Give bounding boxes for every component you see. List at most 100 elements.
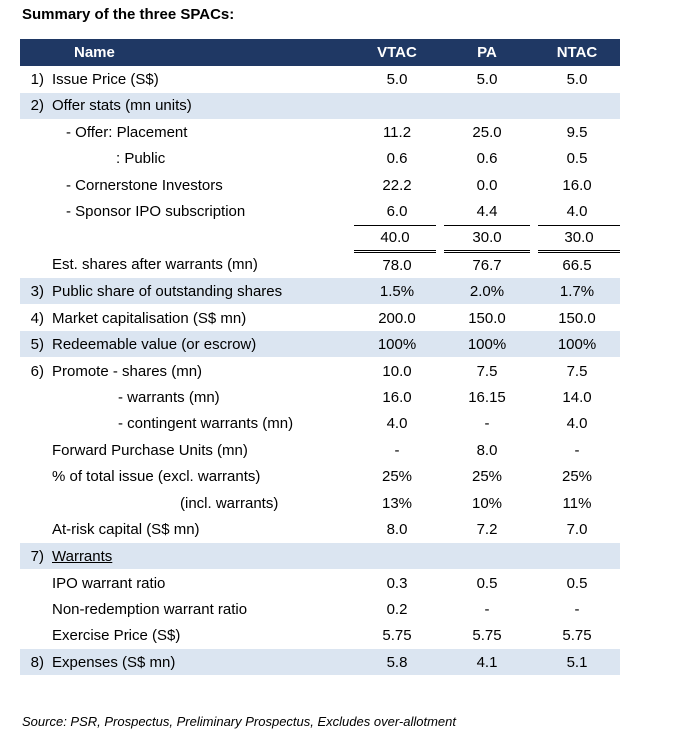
table-row: (incl. warrants) 13% 10% 11% <box>20 490 620 517</box>
row-label: Public share of outstanding shares <box>48 278 354 305</box>
cell-pa: - <box>484 415 490 433</box>
row-label: Promote - shares (mn) <box>52 362 203 380</box>
table-row: 4) Market capitalisation (S$ mn) 200.0 150.… <box>20 305 620 332</box>
row-number <box>20 517 48 544</box>
cell-ntac: 5.75 <box>562 627 592 645</box>
cell-pa: 25.0 <box>472 124 502 141</box>
row-number <box>20 225 48 252</box>
row-number <box>20 437 48 464</box>
row-number <box>20 464 48 491</box>
cell-ntac: 0.5 <box>566 574 588 592</box>
cell-pa: 0.0 <box>476 176 498 194</box>
cell-ntac: 5.0 <box>566 70 588 88</box>
page-title: Summary of the three SPACs: <box>22 6 235 23</box>
cell-vtac: 78.0 <box>382 257 412 274</box>
table-row: - Cornerstone Investors 22.2 0.0 16.0 <box>20 172 620 199</box>
table-row: Non-redemption warrant ratio 0.2 - - <box>20 596 620 623</box>
cell-ntac: 5.1 <box>534 649 620 676</box>
row-label: (incl. warrants) <box>180 494 279 512</box>
row-number <box>20 199 48 226</box>
table-row: 3) Public share of outstanding shares 1.5%… <box>20 278 620 305</box>
row-label: Offer stats (mn units) <box>48 92 354 120</box>
row-label: Est. shares after warrants (mn) <box>52 256 258 274</box>
row-number: 8) <box>20 649 48 676</box>
cell-vtac: 0.3 <box>386 574 408 592</box>
cell-ntac: 9.5 <box>566 124 588 141</box>
cell-pa: 150.0 <box>468 309 506 327</box>
cell-pa: 16.15 <box>468 388 506 406</box>
table-row: - Sponsor IPO subscription 6.0 4.4 4.0 <box>20 199 620 226</box>
cell-ntac: 4.0 <box>566 415 588 433</box>
row-label: - Sponsor IPO subscription <box>66 203 246 221</box>
cell-ntac: 150.0 <box>558 309 596 327</box>
row-number <box>20 490 48 517</box>
row-label: Forward Purchase Units (mn) <box>52 441 248 459</box>
table-row: 5) Redeemable value (or escrow) 100% 100% 10… <box>20 331 620 358</box>
table-row: 7) Warrants <box>20 543 620 570</box>
row-label: : Public <box>116 150 166 168</box>
cell-pa: 8.0 <box>476 441 498 459</box>
table-row: Exercise Price (S$) 5.75 5.75 5.75 <box>20 623 620 650</box>
spac-summary-table: Name VTAC PA NTAC 1) Issue Price (S$) 5.0 5… <box>20 39 620 676</box>
row-number <box>20 623 48 650</box>
row-number <box>20 146 48 173</box>
table-row: 2) Offer stats (mn units) <box>20 92 620 120</box>
table-header-row: Name VTAC PA NTAC <box>20 39 620 66</box>
row-number <box>20 172 48 199</box>
cell-ntac: 14.0 <box>562 388 592 406</box>
cell-pa: 10% <box>471 494 503 512</box>
table-row: 40.0 30.0 30.0 <box>20 224 620 253</box>
cell-ntac <box>534 92 620 120</box>
row-number <box>20 119 48 146</box>
cell-pa: 5.75 <box>472 627 502 645</box>
row-number <box>20 384 48 411</box>
cell-vtac: 100% <box>354 331 440 358</box>
row-label: At-risk capital (S$ mn) <box>52 521 200 539</box>
cell-ntac: 16.0 <box>562 176 592 194</box>
row-number: 2) <box>20 92 48 120</box>
row-label: Issue Price (S$) <box>52 70 159 88</box>
cell-pa: 7.5 <box>476 362 498 380</box>
table-row: - contingent warrants (mn) 4.0 - 4.0 <box>20 411 620 438</box>
table-row: IPO warrant ratio 0.3 0.5 0.5 <box>20 570 620 597</box>
row-number <box>20 596 48 623</box>
table-row: 8) Expenses (S$ mn) 5.8 4.1 5.1 <box>20 649 620 676</box>
source-note: Source: PSR, Prospectus, Preliminary Pro… <box>22 714 456 729</box>
cell-vtac: 5.8 <box>354 649 440 676</box>
table-row: : Public 0.6 0.6 0.5 <box>20 146 620 173</box>
cell-ntac: 25% <box>561 468 593 486</box>
table-row: Est. shares after warrants (mn) 78.0 76.7 6… <box>20 252 620 279</box>
cell-pa: 30.0 <box>440 224 538 253</box>
cell-pa: 4.1 <box>440 649 534 676</box>
row-number <box>20 411 48 438</box>
row-number: 1) <box>30 70 44 88</box>
row-label: - contingent warrants (mn) <box>118 415 294 433</box>
cell-vtac: 40.0 <box>354 224 444 253</box>
cell-ntac: 11% <box>562 494 592 512</box>
cell-vtac: 11.2 <box>382 124 412 141</box>
row-label <box>48 225 354 252</box>
row-label: Expenses (S$ mn) <box>48 649 354 676</box>
cell-pa: - <box>484 600 490 618</box>
cell-ntac: 66.5 <box>562 257 592 274</box>
cell-vtac: 16.0 <box>382 388 412 406</box>
cell-vtac: 8.0 <box>386 521 408 539</box>
table-row: 1) Issue Price (S$) 5.0 5.0 5.0 <box>20 66 620 93</box>
cell-vtac: 1.5% <box>354 278 440 305</box>
row-label: % of total issue (excl. warrants) <box>52 468 261 486</box>
row-label: - Offer: Placement <box>66 124 188 141</box>
cell-ntac: 1.7% <box>534 278 620 305</box>
cell-vtac: 0.2 <box>386 600 408 618</box>
header-col-vtac: VTAC <box>377 44 417 61</box>
row-number: 5) <box>20 331 48 358</box>
cell-pa <box>440 543 534 570</box>
row-label: Redeemable value (or escrow) <box>48 331 354 358</box>
cell-vtac: 6.0 <box>386 203 408 220</box>
row-number: 3) <box>20 278 48 305</box>
cell-ntac <box>534 543 620 570</box>
row-number <box>20 570 48 597</box>
cell-ntac: - <box>574 441 580 459</box>
row-number: 7) <box>20 543 48 570</box>
cell-vtac: 200.0 <box>378 309 416 327</box>
row-number: 6) <box>30 362 44 380</box>
